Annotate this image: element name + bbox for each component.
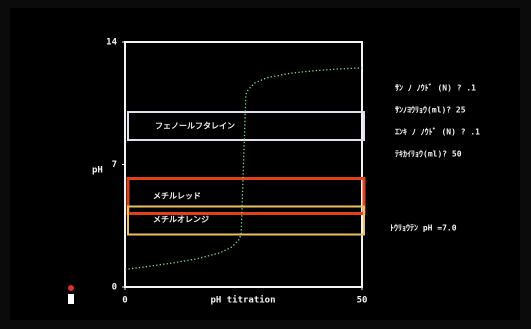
x-axis-label: pH titration xyxy=(210,295,275,306)
monitor xyxy=(10,8,520,320)
screen: pH pH titration 0 7 14 0 50 フェノールフタレインメチルレッドメ… xyxy=(0,0,531,329)
x-tick-label: 50 xyxy=(357,296,368,306)
indicator-name: フェノールフタレイン xyxy=(155,121,235,131)
y-axis-label: pH xyxy=(92,166,103,176)
input-line: ﾃｷｶｲﾘｮｳ(ml)? 50 xyxy=(395,150,462,159)
y-tick-label: 14 xyxy=(106,38,117,48)
indicator-name: メチルオレンジ xyxy=(153,215,209,224)
y-tick-label: 0 xyxy=(112,283,117,293)
input-line: ｻﾝﾉﾖｳﾘｮｳ(ml)? 25 xyxy=(395,106,466,115)
result-line: ﾄｳﾘｮｳﾃﾝ pH =7.0 xyxy=(390,224,457,233)
cursor-icon xyxy=(68,294,74,304)
y-tick-label: 7 xyxy=(112,160,117,170)
input-line: ｻﾝ ﾉ ﾉｳﾄﾞ (N) ? .1 xyxy=(395,83,476,93)
input-line: ｴﾝｷ ﾉ ﾉｳﾄﾞ (N) ? .1 xyxy=(395,127,480,137)
indicator-name: メチルレッド xyxy=(153,192,201,201)
cursor-icon-dot xyxy=(68,285,74,291)
x-tick-label: 0 xyxy=(122,296,127,306)
